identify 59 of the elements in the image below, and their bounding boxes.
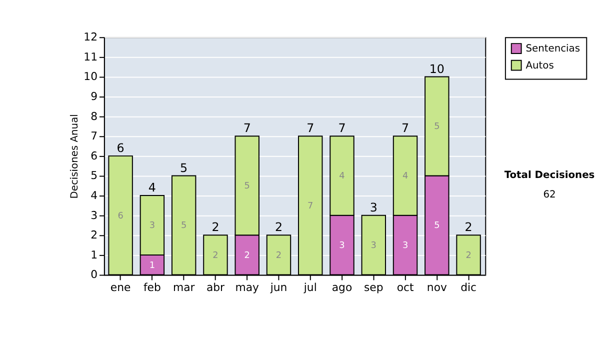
y-axis-title: Decisiones Anual	[70, 114, 81, 199]
y-tick-label: 2	[90, 228, 98, 242]
y-tick-label: 3	[90, 208, 98, 222]
data-label: 2	[276, 250, 282, 261]
data-label: 3	[402, 241, 408, 252]
legend-label: Autos	[526, 60, 554, 72]
x-tick-label: oct	[396, 281, 414, 294]
data-label: 5	[434, 221, 440, 232]
text: 62	[543, 190, 556, 201]
total-label: 7	[401, 121, 410, 136]
total-label: 7	[243, 121, 251, 136]
total-label: 2	[212, 220, 220, 234]
data-label: 3	[339, 241, 345, 252]
x-tick-label: abr	[206, 281, 226, 294]
data-label: 4	[339, 172, 346, 182]
total-label: 7	[306, 121, 314, 136]
data-label: 5	[244, 182, 250, 192]
data-label: 5	[434, 122, 440, 132]
y-tick-label: 11	[84, 50, 98, 64]
data-label: 7	[308, 201, 314, 212]
y-tick-label: 1	[90, 248, 98, 262]
x-tick-label: nov	[426, 281, 448, 294]
x-tick-label: mar	[172, 281, 196, 294]
data-label: 2	[212, 250, 218, 261]
x-tick-label: dic	[460, 281, 477, 294]
total-label: 6	[116, 140, 124, 155]
x-tick-label: ene	[110, 281, 132, 294]
data-label: 1	[149, 260, 156, 271]
total-label: 4	[148, 180, 156, 195]
data-label: 6	[118, 211, 124, 222]
total-label: 2	[464, 220, 472, 234]
total-label: 5	[180, 160, 188, 175]
total-label: 2	[274, 220, 283, 234]
x-tick-label: sep	[364, 281, 384, 294]
y-tick-label: 5	[90, 169, 98, 182]
legend-label: Sentencias	[526, 43, 580, 54]
data-label: 3	[370, 241, 376, 252]
total-label: 7	[338, 121, 346, 136]
text: Total Decisiones	[504, 170, 595, 181]
y-tick-label: 9	[90, 90, 98, 103]
x-tick-label: may	[235, 281, 260, 294]
data-label: 5	[181, 221, 187, 232]
data-label: 2	[466, 250, 472, 261]
total-label: 3	[370, 200, 378, 214]
y-tick-label: 0	[90, 268, 98, 282]
y-tick-label: 4	[90, 189, 98, 202]
total-label: 10	[429, 62, 444, 76]
data-label: 4	[402, 172, 408, 182]
x-tick-label: jun	[269, 281, 288, 294]
y-tick-label: 7	[90, 130, 98, 143]
y-tick-label: 12	[84, 30, 98, 44]
x-tick-label: jul	[302, 281, 317, 294]
x-tick-label: ago	[332, 281, 352, 294]
y-tick-label: 10	[84, 70, 98, 84]
y-tick-label: 6	[90, 149, 98, 162]
data-label: 3	[149, 221, 156, 232]
x-tick-label: feb	[143, 281, 162, 294]
y-tick-label: 8	[90, 110, 98, 123]
data-label: 2	[244, 250, 250, 261]
